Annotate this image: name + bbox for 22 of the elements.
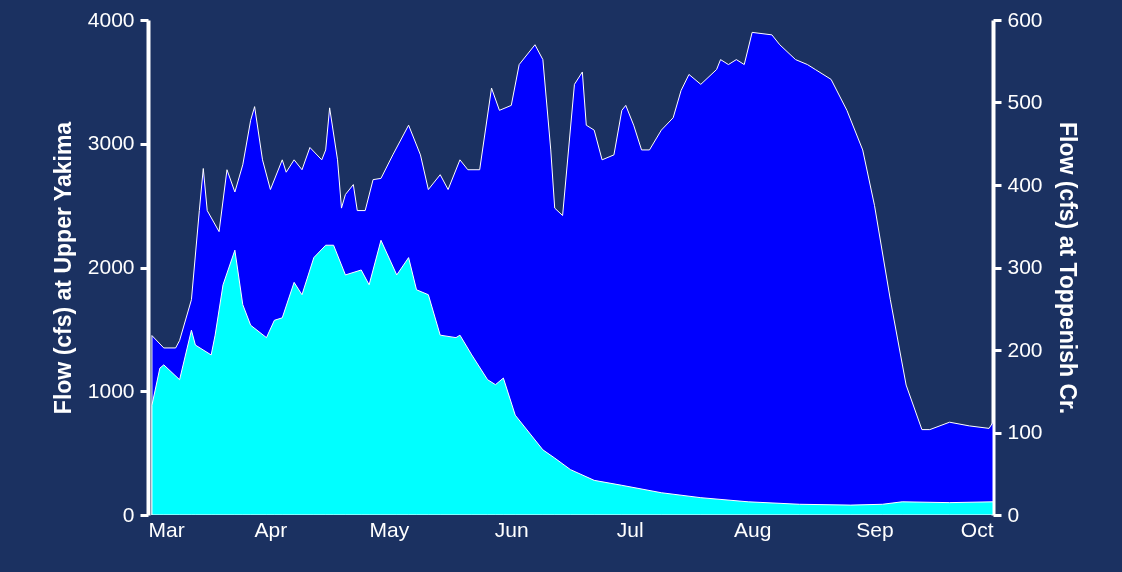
x-tick-label: Apr [254, 517, 288, 541]
y-tick-label: 2000 [87, 255, 135, 278]
y-tick-label: 4000 [87, 7, 135, 31]
y2-tick-label: 300 [1007, 255, 1043, 278]
y-axis-title: Flow (cfs) at Upper Yakima [49, 121, 76, 415]
y2-tick-label: 500 [1007, 90, 1043, 113]
x-tick-label: May [369, 517, 410, 541]
x-tick-label: Sep [856, 517, 894, 541]
x-tick-label: Aug [733, 517, 772, 541]
y2-tick-label: 100 [1007, 420, 1043, 443]
y2-tick-label: 200 [1007, 337, 1043, 361]
x-tick-label: Jul [616, 517, 644, 541]
x-tick-label: Mar [148, 517, 185, 541]
x-tick-label: Oct [960, 517, 994, 541]
y-tick-label: 1000 [87, 378, 135, 402]
y-tick-label: 3000 [87, 131, 135, 155]
x-tick-label: Jun [494, 517, 529, 541]
y2-axis-title: Flow (cfs) at Toppenish Cr. [1054, 121, 1081, 415]
y2-tick-label: 0 [1007, 502, 1020, 526]
y-tick-label: 0 [122, 502, 135, 526]
y2-tick-label: 400 [1007, 172, 1043, 196]
y2-tick-label: 600 [1007, 7, 1043, 31]
